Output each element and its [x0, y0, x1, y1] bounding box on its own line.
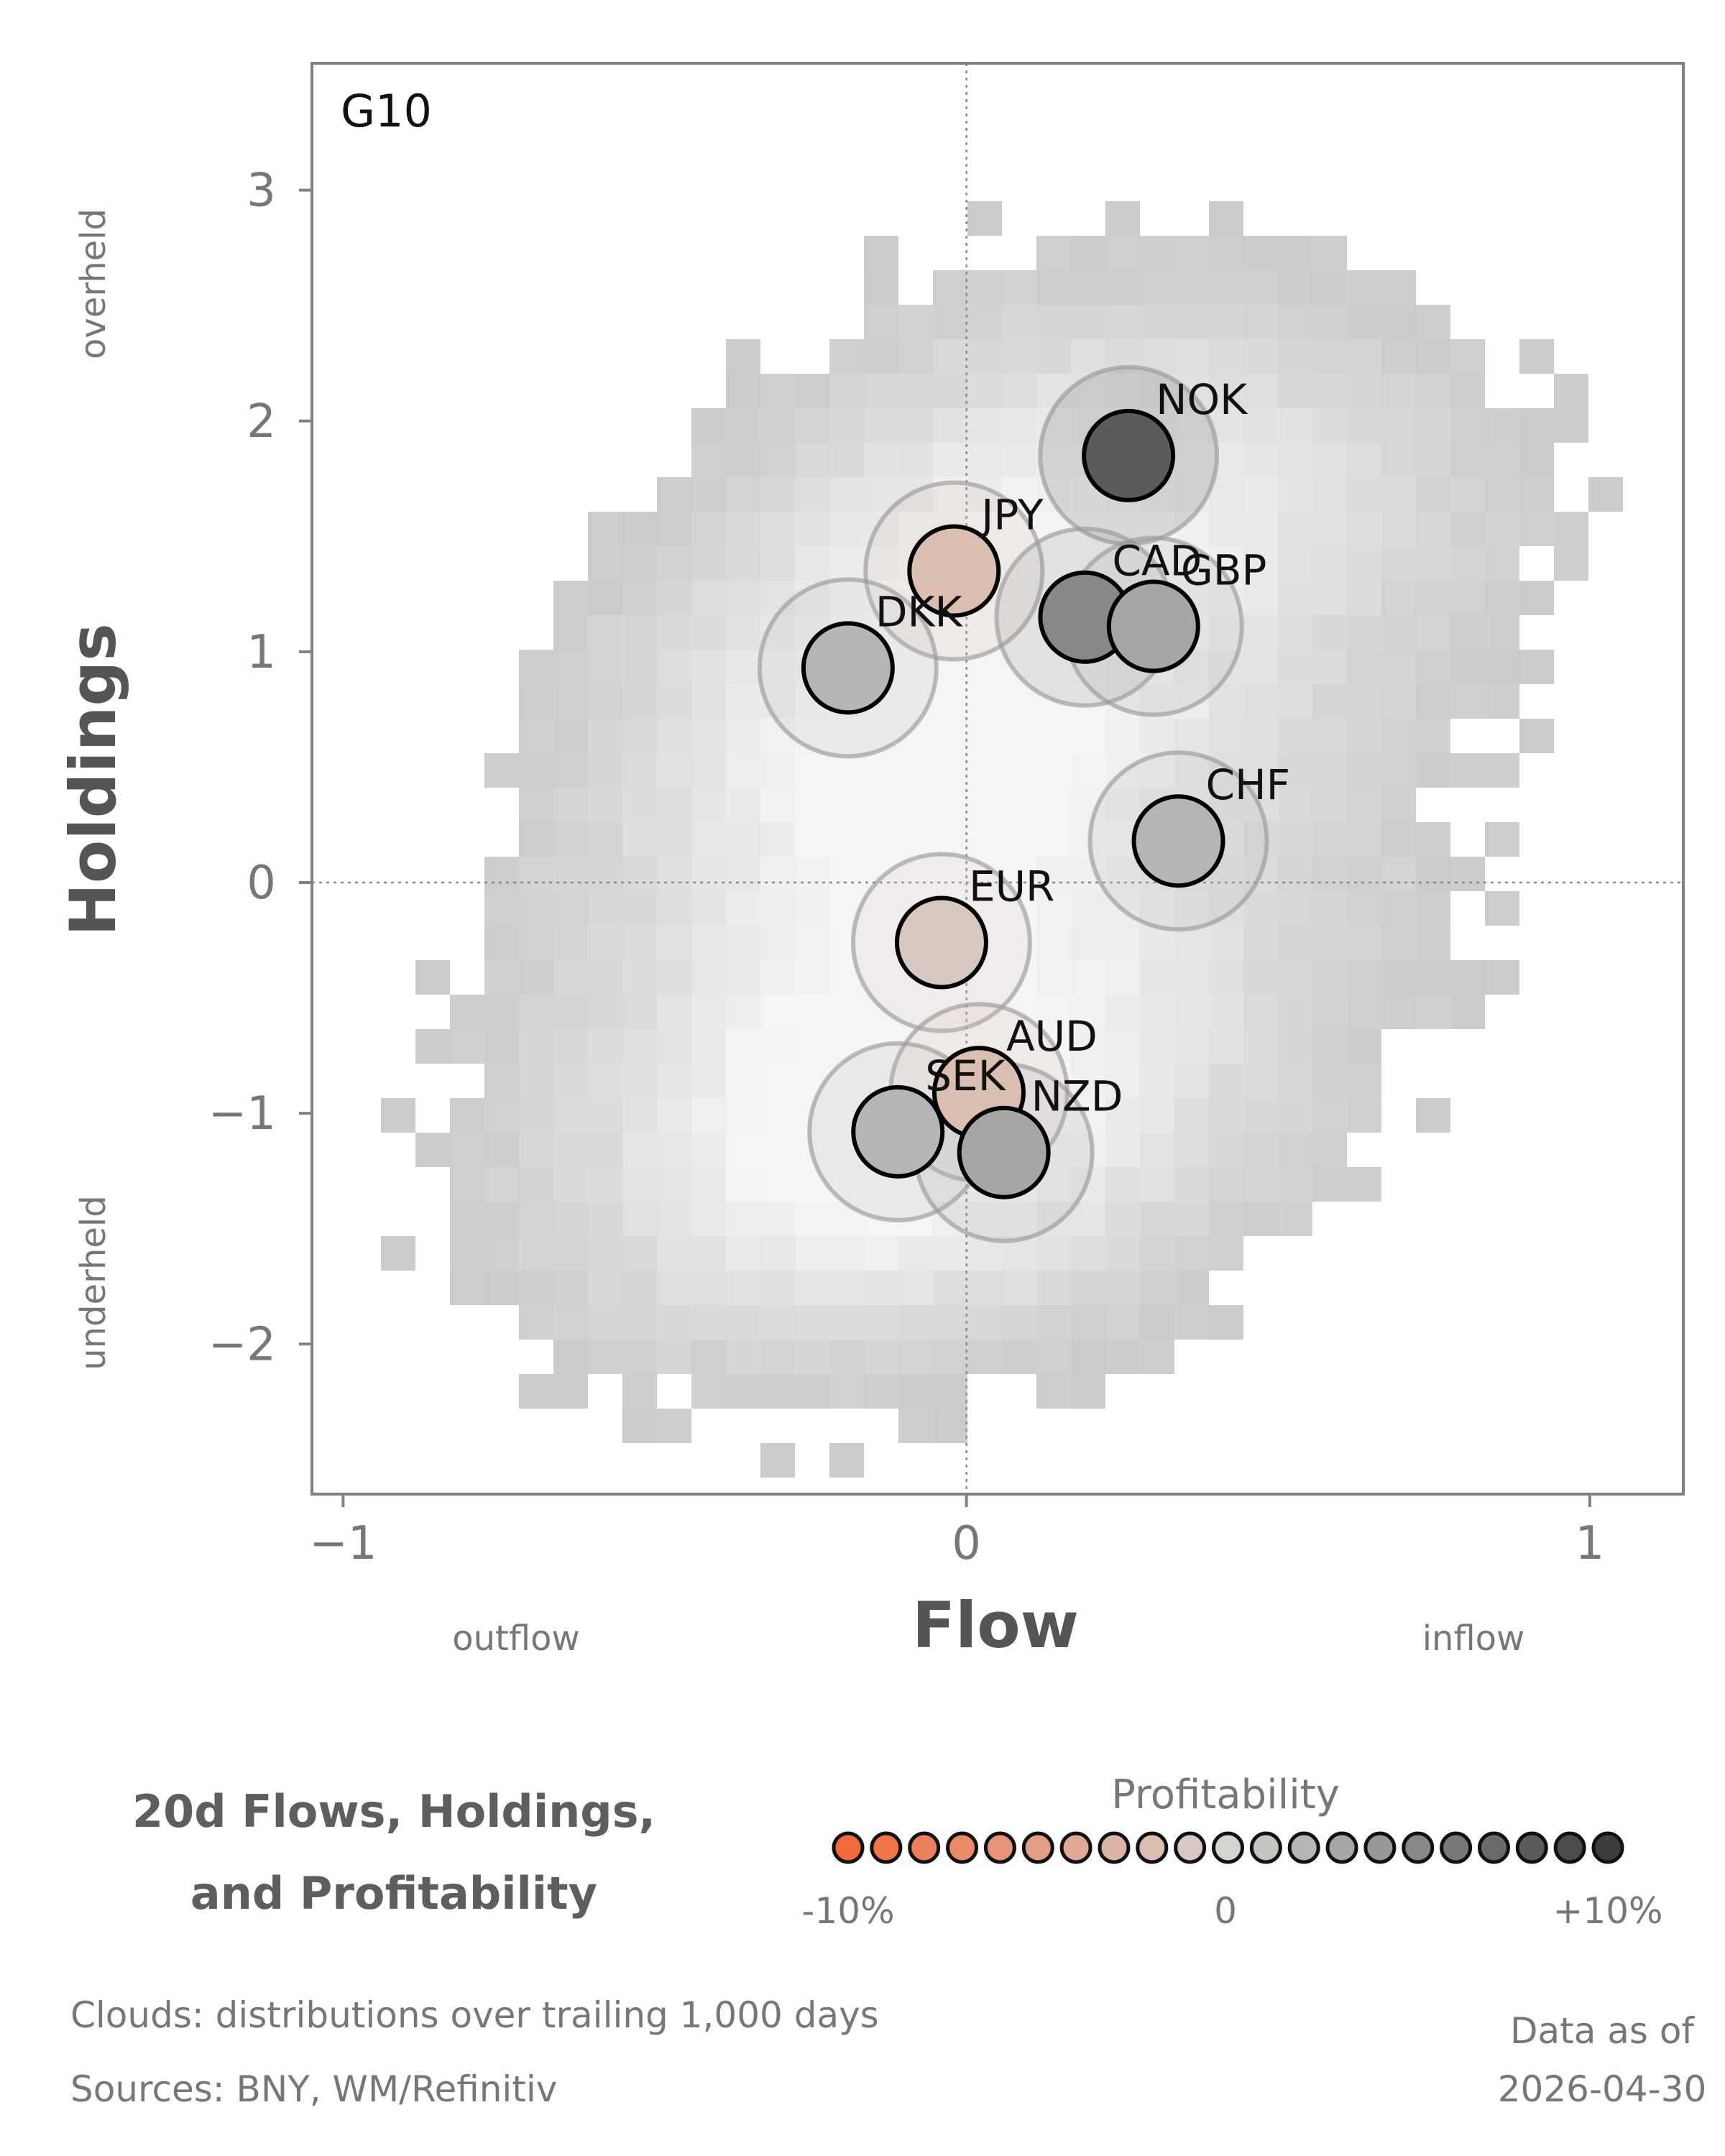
legend-min-label: -10%: [801, 1890, 894, 1932]
point-label-sek: SEK: [925, 1051, 1006, 1100]
point-label-dkk: DKK: [875, 587, 964, 636]
x-low-label: outflow: [452, 1618, 579, 1659]
x-axis-title: Flow: [912, 1588, 1079, 1662]
legend-swatch: [1553, 1831, 1586, 1864]
point-gbp: [1106, 579, 1200, 673]
legend-swatch: [1136, 1831, 1169, 1864]
legend-swatch: [1287, 1831, 1320, 1864]
legend-swatch: [1174, 1831, 1207, 1864]
legend-swatch: [1212, 1831, 1244, 1864]
point-label-chf: CHF: [1206, 760, 1290, 809]
legend-swatch: [1515, 1831, 1548, 1864]
point-nzd: [957, 1105, 1051, 1199]
point-nok: [1082, 408, 1176, 502]
profitability-color-scale: [832, 1831, 1624, 1864]
x-tick-label: 1: [1576, 1517, 1605, 1570]
plot-frame: [310, 62, 1685, 1496]
legend-swatch: [1440, 1831, 1473, 1864]
legend-swatch: [1402, 1831, 1435, 1864]
legend-mid-label: 0: [1214, 1890, 1237, 1932]
y-axis-ticks: −2 −1 0 1 2 3: [208, 165, 312, 1371]
point-label-aud: AUD: [1006, 1012, 1098, 1061]
legend-swatch: [1591, 1831, 1624, 1864]
point-chf: [1131, 794, 1225, 888]
legend-swatch: [983, 1831, 1016, 1864]
legend-swatch: [1477, 1831, 1510, 1864]
x-tick-label: −1: [309, 1517, 377, 1570]
y-axis-title: Holdings: [56, 623, 130, 936]
legend-swatch: [946, 1831, 979, 1864]
legend-swatch: [1059, 1831, 1092, 1864]
y-low-label: underheld: [73, 1195, 114, 1370]
legend-title: Profitability: [1111, 1772, 1340, 1818]
legend-swatch: [1098, 1831, 1131, 1864]
chart-title-line-1: 20d Flows, Holdings,: [132, 1785, 656, 1838]
legend-swatch: [832, 1831, 865, 1864]
x-tick-label: 0: [952, 1517, 981, 1570]
panel-label: G10: [341, 85, 432, 137]
point-eur: [894, 895, 988, 990]
y-high-label: overheld: [73, 208, 114, 359]
y-tick-label: 3: [247, 165, 276, 218]
point-sek: [851, 1084, 945, 1179]
point-dkk: [801, 621, 895, 715]
y-tick-label: 0: [247, 857, 276, 910]
chart-title-line-2: and Profitability: [190, 1867, 597, 1920]
footer-sources: Sources: BNY, WM/Refinitiv: [70, 2068, 557, 2110]
reference-lines: [312, 63, 1683, 1494]
legend-swatch: [908, 1831, 941, 1864]
legend-swatch: [1363, 1831, 1397, 1864]
footer-asof-date: 2026-04-30: [1498, 2068, 1707, 2110]
y-tick-label: −2: [208, 1318, 276, 1371]
legend-swatch: [870, 1831, 903, 1864]
y-tick-label: −1: [208, 1087, 276, 1141]
point-label-nzd: NZD: [1031, 1072, 1123, 1121]
legend-swatch: [1021, 1831, 1054, 1864]
point-label-nok: NOK: [1156, 375, 1248, 424]
footer-clouds-note: Clouds: distributions over trailing 1,00…: [70, 1994, 879, 2036]
y-tick-label: 1: [247, 626, 276, 679]
y-tick-label: 2: [247, 395, 276, 448]
point-label-gbp: GBP: [1181, 546, 1267, 595]
x-axis-ticks: −1 0 1: [309, 1494, 1604, 1570]
x-high-label: inflow: [1422, 1618, 1525, 1659]
point-jpy: [907, 524, 1001, 618]
point-label-cad: CAD: [1112, 537, 1202, 586]
point-label-jpy: JPY: [979, 490, 1044, 539]
footer-asof-label: Data as of: [1510, 2010, 1695, 2052]
legend-swatch: [1325, 1831, 1358, 1864]
legend-max-label: +10%: [1552, 1890, 1662, 1932]
legend-swatch: [1249, 1831, 1282, 1864]
point-label-eur: EUR: [969, 862, 1054, 911]
density-cloud: [381, 201, 1623, 1478]
